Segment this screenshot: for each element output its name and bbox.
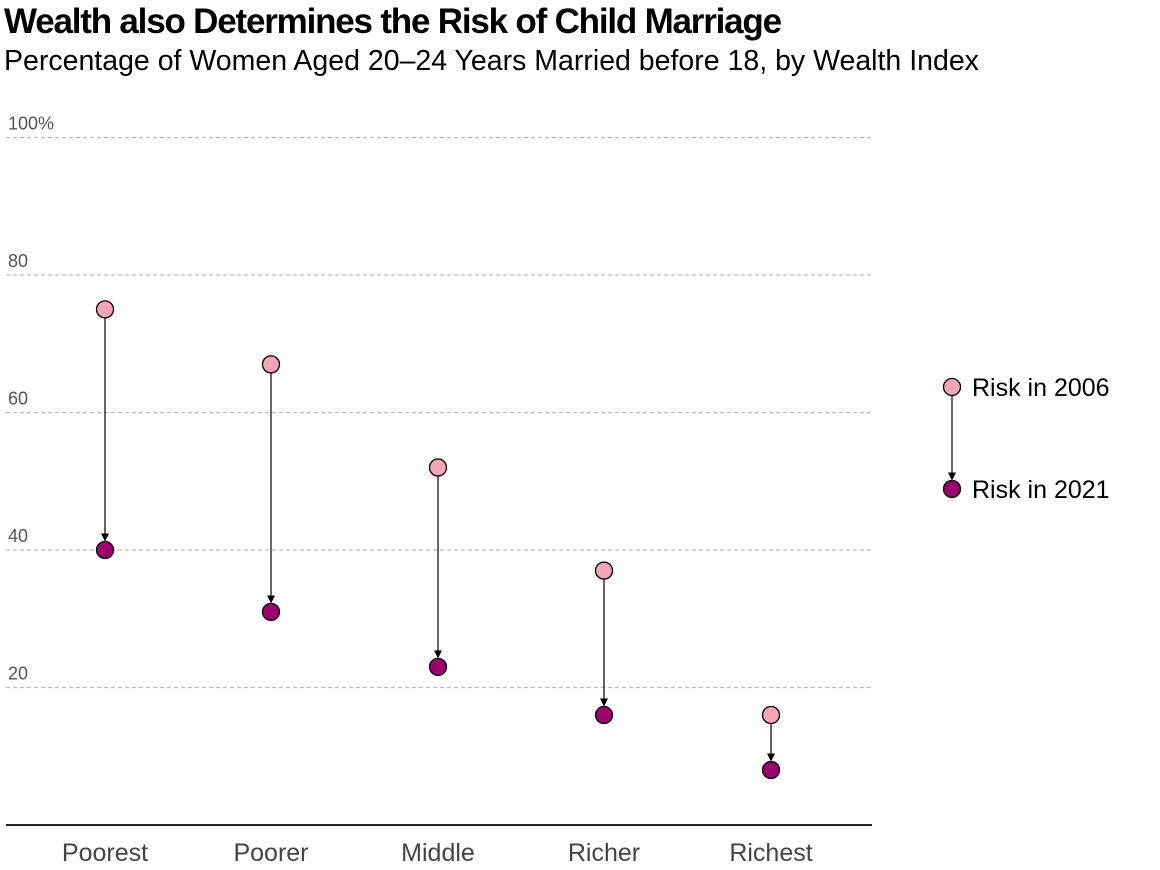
x-tick-label: Poorer <box>233 839 308 867</box>
x-axis: Poorest Poorer Middle Richer Richest <box>6 824 872 867</box>
y-tick-label: 60 <box>8 389 28 409</box>
legend: Risk in 2006 Risk in 2021 <box>942 374 1110 504</box>
data-marks <box>95 300 781 780</box>
x-tick-label: Poorest <box>62 839 148 867</box>
point-2021 <box>594 705 614 725</box>
legend-label-2006: Risk in 2006 <box>972 374 1110 402</box>
point-2006 <box>594 561 614 580</box>
chart-subtitle: Percentage of Women Aged 20–24 Years Mar… <box>4 45 979 77</box>
legend-swatch-2006 <box>942 377 962 397</box>
legend-swatch-2021 <box>942 479 962 499</box>
gridlines: 100% 80 60 40 20 <box>6 114 872 689</box>
x-tick-label: Richer <box>568 839 640 867</box>
chart-title: Wealth also Determines the Risk of Child… <box>4 2 782 41</box>
legend-label-2021: Risk in 2021 <box>972 476 1110 504</box>
point-2006 <box>95 300 115 319</box>
y-tick-label: 40 <box>8 526 28 546</box>
point-2006 <box>261 355 281 374</box>
point-2021 <box>261 602 281 622</box>
y-tick-label: 100% <box>8 114 54 134</box>
point-2006 <box>761 705 781 725</box>
x-tick-label: Middle <box>401 839 475 867</box>
point-2021 <box>761 760 781 780</box>
point-2021 <box>95 540 115 560</box>
point-2006 <box>428 458 448 477</box>
x-tick-label: Richest <box>729 839 812 867</box>
y-tick-label: 80 <box>8 251 28 271</box>
y-tick-label: 20 <box>8 664 28 684</box>
point-2021 <box>428 657 448 677</box>
